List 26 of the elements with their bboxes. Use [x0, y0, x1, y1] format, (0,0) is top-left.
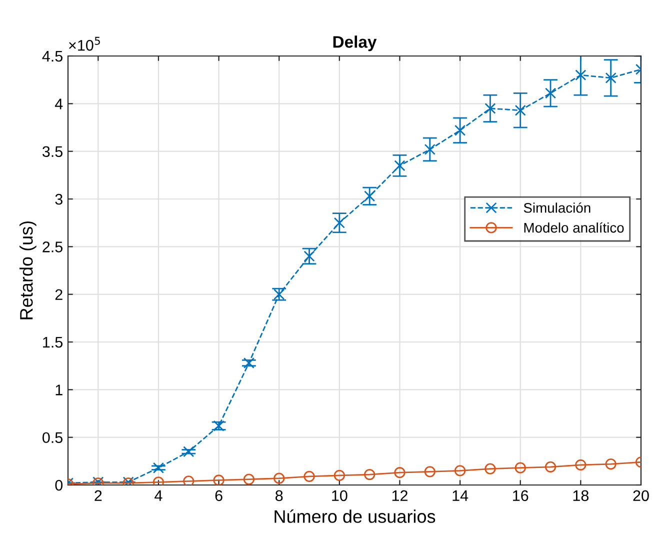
x-axis-title: Número de usuarios [274, 509, 436, 523]
y-axis-title: Retardo (us) [20, 221, 36, 320]
legend-label: Simulación [524, 202, 590, 213]
legend-label: Modelo analítico [524, 222, 624, 233]
x-tick-label: 6 [215, 490, 222, 502]
y-tick-label: 4 [54, 98, 63, 110]
text: ×10$^{5}$ [69, 36, 100, 51]
y-tick-label: 1 [56, 384, 62, 396]
y-tick-label: 2 [55, 289, 62, 300]
x-tick-label: 12 [392, 490, 408, 501]
y-tick-label: 3.5 [42, 146, 62, 158]
x-tick-label: 2 [94, 490, 102, 501]
x-tick-label: 8 [276, 490, 283, 502]
x-tick-label: 4 [154, 490, 162, 501]
y-tick-label: 0.5 [42, 432, 62, 444]
x-tick-label: 14 [452, 490, 468, 501]
y-tick-label: 3 [55, 194, 62, 205]
x-tick-label: 16 [513, 490, 528, 502]
y-tick-label: 1.5 [43, 337, 62, 348]
y-tick-label: 2.5 [42, 242, 62, 252]
x-tick-label: 10 [332, 490, 348, 502]
x-tick-label: 20 [633, 490, 649, 502]
chart-title: Delay [333, 36, 377, 52]
y-tick-label: 4.5 [42, 51, 62, 62]
y-tick-label: 0 [55, 480, 63, 491]
x-tick-label: 18 [573, 490, 589, 502]
